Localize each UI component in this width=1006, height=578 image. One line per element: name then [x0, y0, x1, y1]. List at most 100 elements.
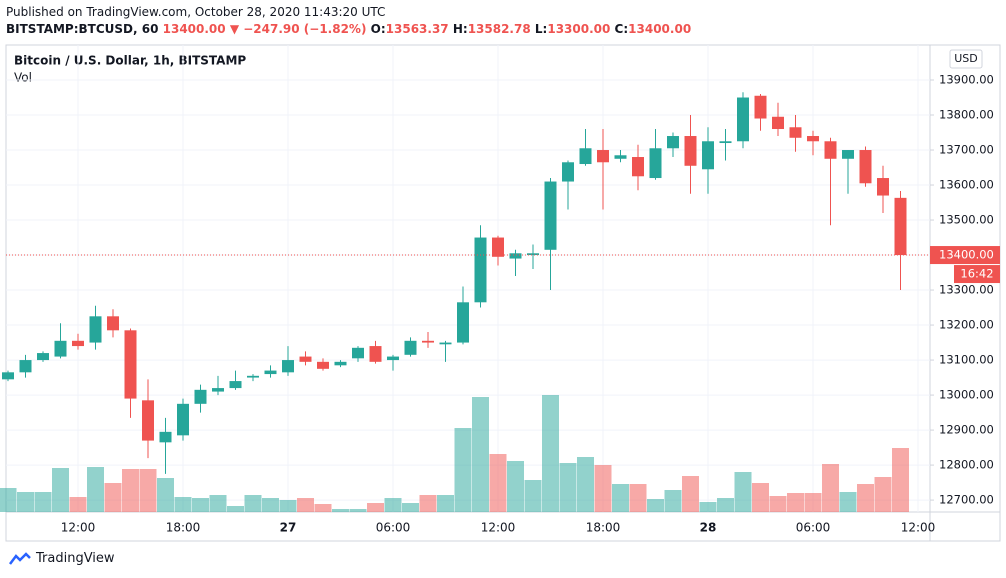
y-tick-label: 12800.00	[939, 458, 994, 472]
candle-body	[37, 353, 49, 361]
candle-layer	[2, 92, 907, 474]
candle-body	[194, 389, 207, 404]
x-tick-label: 12:00	[61, 521, 96, 535]
header: Published on TradingView.com, October 28…	[6, 4, 691, 38]
candle-body	[807, 136, 819, 142]
volume-bar	[594, 465, 612, 512]
x-tick-label: 12:00	[901, 521, 936, 535]
volume-bar	[892, 448, 909, 512]
legend-title: Bitcoin / U.S. Dollar, 1h, BITSTAMP	[14, 54, 246, 68]
candle-body	[387, 356, 399, 361]
volume-bar	[629, 484, 647, 512]
c-label: C:	[614, 22, 629, 36]
y-tick-label: 13100.00	[939, 353, 994, 367]
candle-body	[754, 95, 767, 119]
brand: TradingView	[36, 551, 115, 566]
volume-bar	[874, 477, 892, 512]
candle-body	[212, 388, 224, 392]
volume-bar	[69, 497, 87, 512]
volume-bar	[174, 497, 192, 512]
candle-body	[352, 347, 364, 359]
candle-body	[229, 381, 242, 389]
candle-body	[877, 178, 889, 196]
volume-bar	[559, 463, 577, 512]
countdown-box	[954, 265, 1000, 284]
grid	[6, 45, 930, 512]
volume-bar	[489, 454, 507, 512]
volume-bar	[17, 492, 34, 512]
candle-body	[702, 141, 714, 170]
volume-bar	[157, 478, 174, 512]
currency-box[interactable]	[949, 49, 983, 69]
candle-body	[894, 197, 907, 256]
o-value: 13563.37	[385, 22, 449, 36]
volume-bar	[262, 498, 279, 512]
candle-body	[124, 330, 137, 399]
candle-body	[142, 400, 154, 441]
currency[interactable]: USD	[954, 52, 978, 65]
y-tick-label: 13000.00	[939, 388, 994, 402]
y-tick-label: 13200.00	[939, 318, 994, 332]
volume-bar	[104, 483, 122, 512]
volume-bar	[437, 495, 454, 512]
candle-body	[824, 141, 837, 159]
candle-body	[247, 375, 259, 378]
candle-body	[772, 116, 784, 130]
volume-bar	[384, 498, 402, 512]
volume-bar	[87, 467, 104, 512]
volume-bar	[419, 495, 437, 512]
y-tick-label: 13500.00	[939, 213, 994, 227]
chart-frame	[5, 44, 1001, 542]
volume-bar	[699, 502, 717, 512]
volume-bar	[542, 395, 559, 512]
x-tick-label: 28	[700, 521, 717, 535]
published-line: Published on TradingView.com, October 28…	[6, 5, 386, 19]
x-tick-label: 06:00	[376, 521, 411, 535]
candle-body	[19, 360, 32, 373]
volume-bar	[804, 493, 822, 512]
x-tick-label: 06:00	[796, 521, 831, 535]
candle-body	[562, 162, 574, 182]
candle-body	[439, 342, 452, 345]
l-value: 13300.00	[547, 22, 611, 36]
candle-body	[859, 150, 872, 184]
symbol: BITSTAMP:BTCUSD, 60	[6, 22, 159, 36]
volume-bar	[524, 480, 542, 512]
candle-body	[842, 150, 854, 159]
last-price-box	[930, 246, 1000, 265]
y-tick-label: 13800.00	[939, 108, 994, 122]
candle-body	[544, 181, 557, 250]
candle-body	[597, 150, 609, 163]
last: 13400.00	[162, 22, 226, 36]
volume-bar	[297, 498, 314, 512]
candle-body	[737, 97, 749, 142]
candle-body	[527, 253, 539, 256]
volume-bar	[402, 503, 419, 512]
l-label: L:	[534, 22, 548, 36]
volume-bar	[769, 496, 787, 512]
countdown: 16:42	[960, 267, 993, 281]
y-tick-label: 13700.00	[939, 143, 994, 157]
footer: TradingView	[8, 551, 115, 566]
volume-bar	[34, 492, 52, 512]
x-tick-label: 12:00	[481, 521, 516, 535]
logo-mark	[9, 551, 31, 565]
candle-body	[614, 155, 627, 159]
candle-body	[264, 370, 277, 375]
volume-bar	[734, 472, 752, 512]
candle-body	[719, 141, 732, 144]
volume-bar	[472, 397, 489, 512]
candle-body	[107, 316, 119, 331]
volume-bar	[349, 509, 367, 512]
candle-body	[317, 361, 329, 369]
y-tick-label: 13600.00	[939, 178, 994, 192]
candle-body	[579, 148, 592, 165]
volume-bar	[314, 504, 332, 512]
candle-body	[54, 340, 67, 357]
volume-bar	[0, 488, 17, 512]
volume-bar	[227, 506, 244, 512]
volume-bar	[612, 484, 629, 512]
volume-layer	[0, 395, 909, 512]
volume-bar	[122, 469, 139, 512]
volume-bar	[139, 469, 157, 512]
